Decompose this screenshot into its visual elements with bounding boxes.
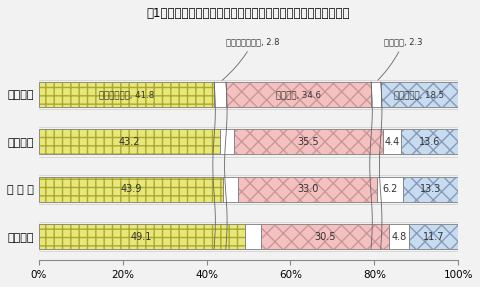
Bar: [39, 129, 220, 154]
Bar: [220, 129, 234, 154]
Text: 工業地区, 2.3: 工業地区, 2.3: [378, 38, 423, 80]
Text: その他地区, 18.5: その他地区, 18.5: [395, 90, 444, 99]
Text: 33.0: 33.0: [297, 184, 318, 194]
Bar: [389, 224, 409, 249]
Bar: [371, 82, 381, 107]
Bar: [223, 177, 239, 201]
Bar: [409, 224, 458, 249]
Bar: [401, 129, 458, 154]
Bar: [381, 82, 458, 107]
Bar: [214, 82, 226, 107]
Bar: [383, 129, 401, 154]
Bar: [403, 177, 459, 201]
Text: 住宅地区, 34.6: 住宅地区, 34.6: [276, 90, 321, 99]
Bar: [377, 177, 403, 201]
Bar: [39, 177, 223, 201]
Bar: [403, 177, 459, 201]
Bar: [39, 129, 220, 154]
Bar: [245, 224, 261, 249]
Text: 35.5: 35.5: [298, 137, 319, 147]
Bar: [383, 129, 401, 154]
Text: 13.3: 13.3: [420, 184, 442, 194]
Bar: [39, 82, 214, 107]
Text: 11.7: 11.7: [422, 232, 444, 242]
Text: 4.4: 4.4: [384, 137, 400, 147]
Text: 6.2: 6.2: [382, 184, 397, 194]
Text: 49.1: 49.1: [131, 232, 152, 242]
Bar: [389, 224, 409, 249]
Text: オフィス街地区, 2.8: オフィス街地区, 2.8: [222, 38, 280, 80]
Bar: [214, 82, 226, 107]
Bar: [39, 224, 245, 249]
Bar: [226, 82, 371, 107]
Bar: [39, 82, 214, 107]
Title: 図1　立地環境特性別　小売業事業所が小売業全体に占める割合: 図1 立地環境特性別 小売業事業所が小売業全体に占める割合: [147, 7, 350, 20]
Text: 30.5: 30.5: [314, 232, 336, 242]
Text: 43.9: 43.9: [120, 184, 142, 194]
Text: 商業集積地区, 41.8: 商業集積地区, 41.8: [99, 90, 154, 99]
Text: 13.6: 13.6: [419, 137, 441, 147]
Bar: [377, 177, 403, 201]
Bar: [223, 177, 239, 201]
Bar: [261, 224, 389, 249]
Bar: [409, 224, 458, 249]
Bar: [371, 82, 381, 107]
Bar: [220, 129, 234, 154]
Bar: [239, 177, 377, 201]
Bar: [245, 224, 261, 249]
Bar: [39, 224, 245, 249]
Bar: [239, 177, 377, 201]
Bar: [401, 129, 458, 154]
Bar: [226, 82, 371, 107]
Text: 4.8: 4.8: [391, 232, 407, 242]
Bar: [234, 129, 383, 154]
Bar: [234, 129, 383, 154]
Bar: [261, 224, 389, 249]
Bar: [39, 177, 223, 201]
Bar: [381, 82, 458, 107]
Text: 43.2: 43.2: [119, 137, 140, 147]
